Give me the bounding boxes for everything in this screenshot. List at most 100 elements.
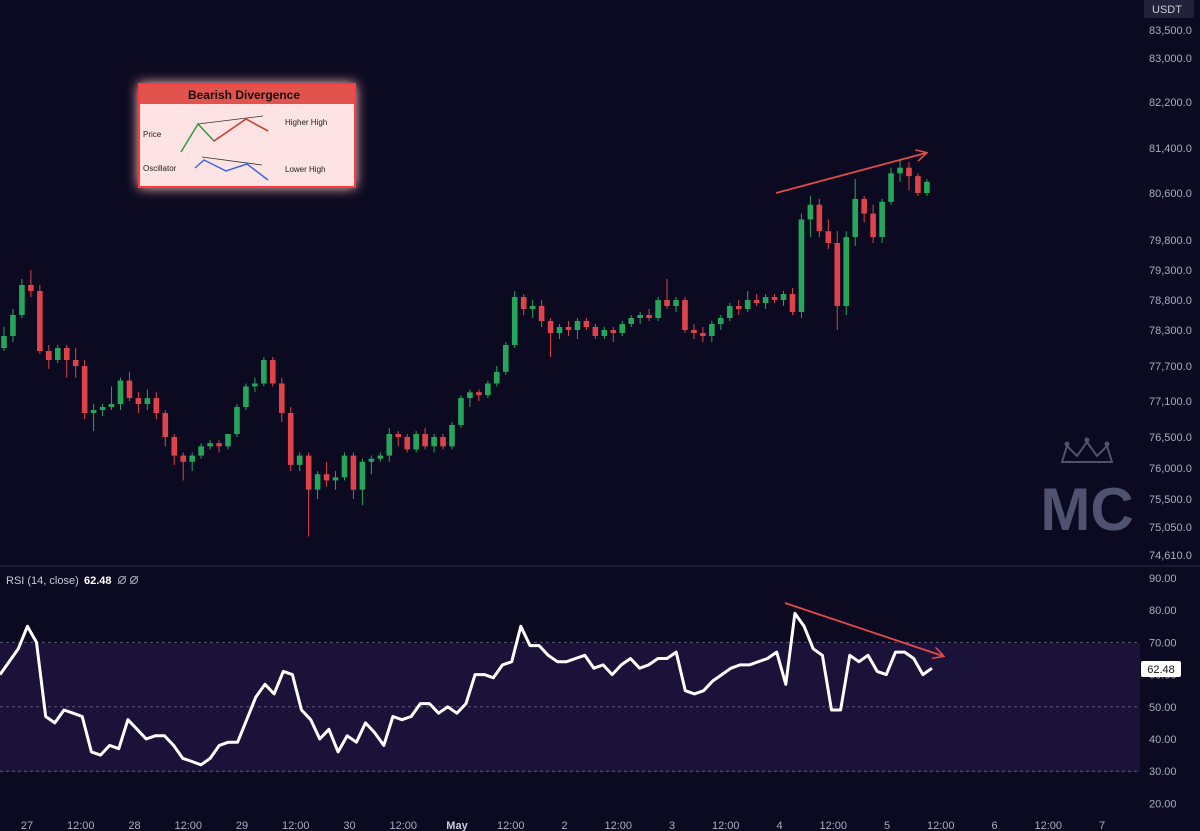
candle[interactable] [852,178,858,246]
candle[interactable] [198,443,204,459]
candle[interactable] [574,318,581,339]
candle[interactable] [861,195,867,223]
candle[interactable] [440,434,446,450]
candle[interactable] [592,324,599,339]
candle[interactable] [323,461,330,487]
candle[interactable] [915,173,921,196]
candle[interactable] [502,342,509,375]
candle[interactable] [386,428,393,462]
candle[interactable] [529,300,536,318]
candle[interactable] [404,434,410,453]
candle[interactable] [583,318,590,330]
candle[interactable] [924,178,930,196]
candle[interactable] [870,204,876,243]
price-axis[interactable]: USDT 83,500.0 83,000.0 82,200.0 81,400.0 80,… [1144,0,1194,562]
candle[interactable] [189,452,195,472]
candle[interactable] [485,380,491,399]
candle[interactable] [825,219,832,249]
candle[interactable] [646,309,652,321]
candle[interactable] [565,321,572,336]
candle[interactable] [619,321,626,336]
candle[interactable] [906,162,912,191]
candle[interactable] [135,392,142,413]
rsi-pane[interactable] [0,611,1140,772]
candle[interactable] [243,383,249,411]
candle[interactable] [726,303,733,321]
candle[interactable] [431,434,437,453]
candle[interactable] [709,321,715,342]
candle[interactable] [538,300,545,327]
candle[interactable] [368,455,375,475]
candle[interactable] [19,279,25,318]
candle[interactable] [789,288,796,315]
candle[interactable] [108,386,115,410]
candle[interactable] [305,452,312,537]
candle[interactable] [816,198,823,238]
candle[interactable] [879,198,885,243]
candle[interactable] [834,231,841,330]
candle[interactable] [144,389,151,410]
candle[interactable] [314,471,321,499]
candle[interactable] [162,410,169,447]
candle[interactable] [664,279,670,309]
candle[interactable] [332,471,339,490]
candle[interactable] [520,294,527,315]
candle[interactable] [628,315,634,327]
candle[interactable] [843,231,850,315]
candle[interactable] [762,294,769,309]
candle[interactable] [413,431,419,453]
price-pane[interactable] [1,159,930,537]
candle[interactable] [467,389,473,407]
candle[interactable] [225,434,231,450]
candle[interactable] [287,407,294,472]
candle[interactable] [637,312,643,324]
candle[interactable] [207,440,213,450]
candle[interactable] [10,309,16,342]
candle[interactable] [511,291,518,348]
candle[interactable] [673,297,679,312]
candle[interactable] [46,345,52,369]
candle[interactable] [72,348,79,378]
candle[interactable] [735,300,742,315]
candle[interactable] [655,297,661,321]
candle[interactable] [807,195,814,238]
candle[interactable] [700,327,706,342]
candle[interactable] [359,458,366,506]
candle[interactable] [296,452,303,472]
candle[interactable] [556,324,563,339]
candle[interactable] [180,452,186,481]
eye-off-icon[interactable] [129,575,139,585]
time-axis[interactable]: 27 12:00 28 12:00 29 12:00 30 12:00 May 12:00 2 12:… [21,820,1105,831]
candle[interactable] [28,270,34,297]
candle[interactable] [341,452,348,481]
candle[interactable] [888,167,894,205]
candle[interactable] [261,357,267,387]
candle[interactable] [234,404,240,437]
candle[interactable] [377,452,384,462]
candle[interactable] [252,377,258,393]
candle[interactable] [153,392,160,419]
candle[interactable] [81,360,88,419]
candle[interactable] [350,452,357,500]
candle[interactable] [90,404,97,431]
candle[interactable] [278,377,285,422]
candle[interactable] [216,440,222,453]
candle[interactable] [37,285,43,354]
candle[interactable] [458,395,464,428]
candle[interactable] [547,318,554,357]
candle[interactable] [63,345,70,378]
eye-off-icon[interactable] [117,575,127,585]
candle[interactable] [718,315,724,330]
candle[interactable] [395,431,402,447]
candle[interactable] [99,404,106,416]
candle[interactable] [117,377,124,410]
candle[interactable] [691,324,697,339]
candle[interactable] [798,213,805,318]
candle[interactable] [449,422,455,450]
candle[interactable] [494,366,500,387]
rsi-line[interactable] [0,611,933,767]
candle[interactable] [610,327,617,342]
candle[interactable] [476,389,482,401]
